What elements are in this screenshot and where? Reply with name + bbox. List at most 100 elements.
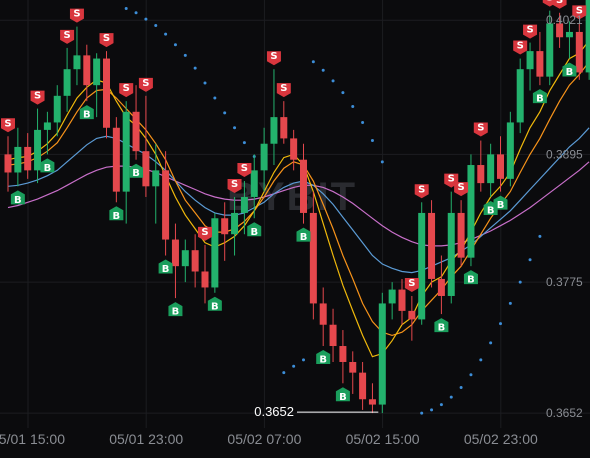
time-axis: 05/01 15:00 05/01 23:00 05/02 07:00 05/02 1… <box>0 431 538 447</box>
buy-signal: B <box>463 270 478 286</box>
sell-badge-label: S <box>34 91 41 102</box>
time-tick-label: 05/02 07:00 <box>227 431 301 447</box>
psar-dot <box>164 32 168 36</box>
ma-pink-line <box>7 161 590 247</box>
candle-body <box>132 111 140 152</box>
psar-dot <box>420 411 424 415</box>
candle <box>112 117 120 203</box>
sell-signal: S <box>1 118 15 133</box>
candle-body <box>53 95 61 123</box>
buy-badge <box>10 190 25 205</box>
sell-signal: S <box>473 123 488 137</box>
time-tick-label: 05/02 15:00 <box>346 431 420 447</box>
candle <box>260 127 268 192</box>
candle-body <box>497 154 504 179</box>
candle-body <box>556 23 564 38</box>
candle <box>34 108 42 184</box>
sell-signal: S <box>454 182 469 197</box>
buy-signal: B <box>168 302 183 318</box>
psar-dot <box>518 280 522 284</box>
buy-badge-label: B <box>172 307 180 318</box>
candle-body <box>152 170 160 187</box>
buy-badge <box>493 195 508 210</box>
candle-body <box>428 212 436 279</box>
candle <box>280 101 288 144</box>
psar-dot <box>469 373 473 377</box>
candle-body <box>329 324 337 347</box>
candle <box>585 0 590 80</box>
buy-badge-label: B <box>14 195 22 206</box>
buy-badge-label: B <box>339 392 347 403</box>
candle <box>250 154 258 219</box>
candle-body <box>349 361 357 373</box>
candle-body <box>477 165 485 184</box>
candle-body <box>191 250 199 272</box>
buy-badge <box>562 62 577 77</box>
time-tick-label: 05/02 23:00 <box>464 431 538 447</box>
sell-signal: S <box>513 40 528 55</box>
psar-dot <box>173 43 177 47</box>
buy-badge-label: B <box>211 301 219 312</box>
buy-badge-label: B <box>487 205 495 216</box>
sell-signal: S <box>138 77 153 92</box>
candle <box>487 143 495 197</box>
min-price-marker: 0.3652 <box>254 404 379 419</box>
candle-body <box>309 212 317 304</box>
sell-badge <box>572 5 587 20</box>
buy-signal: B <box>207 296 222 312</box>
buy-badge-label: B <box>113 211 121 222</box>
buy-badge-label: B <box>250 227 258 238</box>
psar-dot <box>489 341 493 345</box>
sell-signal: S <box>276 83 291 98</box>
price-tick-label: 0.4021 <box>546 13 583 27</box>
sell-badge <box>30 90 45 105</box>
sell-badge-label: S <box>63 30 70 41</box>
candle-body <box>339 346 347 362</box>
candle-body <box>181 250 189 267</box>
price-tick-label: 0.3775 <box>546 275 583 289</box>
candle <box>506 111 514 187</box>
buy-signal: B <box>335 387 350 403</box>
candle <box>565 21 573 59</box>
psar-dot <box>538 234 542 238</box>
psar-dot <box>331 79 335 83</box>
sell-badge-label: S <box>418 184 425 195</box>
psar-dot <box>302 358 305 362</box>
candle-body <box>122 111 130 192</box>
buy-signal: B <box>10 190 25 206</box>
candle <box>122 101 130 224</box>
sell-badge-label: S <box>477 123 484 134</box>
candle-body <box>526 51 534 70</box>
candle-body <box>467 165 475 258</box>
sell-badge <box>414 184 429 199</box>
psar-dot <box>430 408 434 412</box>
candle <box>319 287 327 347</box>
buy-signal: B <box>109 206 124 222</box>
sell-badge-label: S <box>408 278 415 289</box>
candle <box>231 196 239 256</box>
candle-body <box>447 212 455 296</box>
candle-body <box>408 310 416 320</box>
buy-signal: B <box>434 318 449 334</box>
sell-badge-label: S <box>73 9 80 20</box>
sell-badge <box>60 29 75 44</box>
candle <box>349 351 357 394</box>
candle <box>24 133 32 179</box>
candle <box>378 292 386 414</box>
buy-signal: B <box>79 105 94 121</box>
candle-body <box>93 58 101 86</box>
candle-body <box>63 69 71 96</box>
sell-badge-label: S <box>103 33 110 44</box>
sell-badge <box>454 182 469 197</box>
candle-body <box>368 399 376 405</box>
candle-body <box>4 154 12 173</box>
candle-body <box>24 146 32 171</box>
psar-dot <box>499 322 502 326</box>
buy-badge-label: B <box>438 323 446 334</box>
buy-badge-label: B <box>162 264 170 275</box>
psar-dot <box>361 120 365 124</box>
buy-badge-label: B <box>319 355 327 366</box>
psar-dot <box>528 258 532 262</box>
buy-signal: B <box>129 163 144 179</box>
